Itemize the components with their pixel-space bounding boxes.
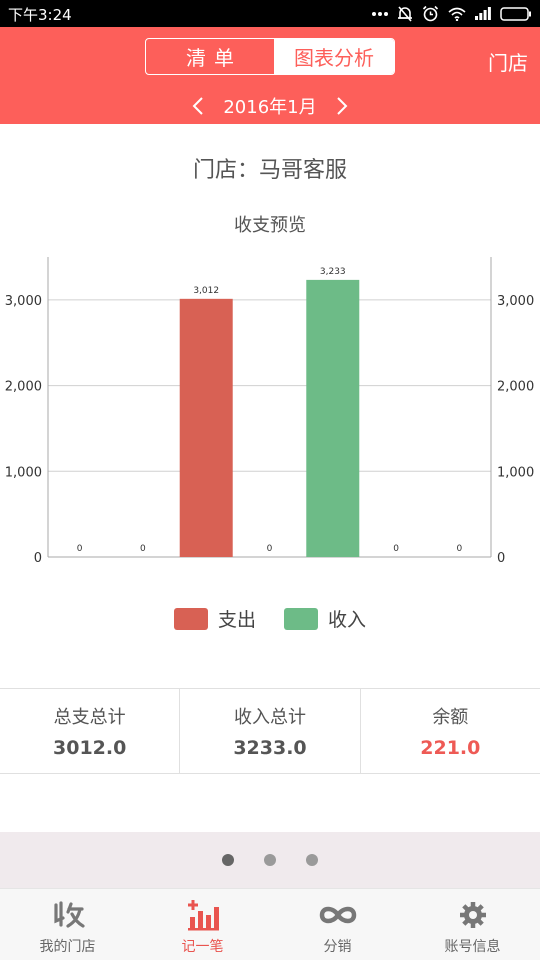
status-bar: 下午3:24 (0, 0, 540, 27)
status-icons (372, 3, 532, 24)
shou-icon (53, 901, 85, 928)
bar-value-label-7: 0 (456, 544, 462, 554)
legend-swatch-income (284, 607, 318, 630)
nav-account-info[interactable]: 账号信息 (405, 889, 540, 960)
prev-month-button[interactable] (189, 94, 207, 118)
bar-value-label-2: 0 (140, 544, 146, 554)
total-income-label: 收入总计 (233, 707, 306, 728)
bar-value-label-5: 3,233 (320, 267, 346, 277)
y-tick-label-right-3: 3,000 (497, 294, 534, 309)
status-time: 下午3:24 (8, 6, 72, 24)
balance: 余额 221.0 (359, 689, 540, 773)
y-tick-label-right-1: 1,000 (497, 465, 534, 480)
bar-value-label-4: 0 (267, 544, 273, 554)
chevron-left-icon (192, 97, 204, 115)
legend-item-income: 收入 (284, 605, 366, 632)
bar-value-label-1: 0 (77, 544, 83, 554)
y-tick-label-left-3: 3,000 (5, 294, 42, 309)
y-tick-label-right-2: 2,000 (497, 380, 534, 395)
nav-my-store[interactable]: 我的门店 (0, 889, 135, 960)
bar-value-label-3: 3,012 (193, 286, 219, 296)
legend-label-income: 收入 (328, 609, 367, 631)
gear-icon (459, 902, 486, 928)
page-indicator (0, 832, 540, 888)
view-switch: 清单 图表分析 (145, 38, 395, 75)
battery-icon (500, 6, 531, 21)
total-expense-value: 3012.0 (53, 737, 127, 759)
y-tick-label-left-1: 1,000 (5, 465, 42, 480)
bar-plus-icon (187, 900, 219, 931)
nav-my-store-label: 我的门店 (39, 939, 96, 955)
legend-item-expense: 支出 (173, 605, 256, 632)
page-dot-2[interactable] (264, 854, 276, 866)
nav-distribution[interactable]: 分销 (270, 889, 405, 960)
wifi-icon (448, 7, 466, 21)
tab-chart-analysis[interactable]: 图表分析 (274, 39, 394, 74)
totals-summary: 总支总计 3012.0 收入总计 3233.0 余额 221.0 (0, 688, 540, 774)
y-tick-label-left-2: 2,000 (5, 380, 42, 395)
nav-distribution-label: 分销 (323, 939, 352, 955)
signal-icon (475, 7, 491, 20)
total-expense-label: 总支总计 (53, 707, 126, 728)
next-month-button[interactable] (333, 94, 351, 118)
bar-value-label-6: 0 (393, 544, 399, 554)
nav-account-info-label: 账号信息 (444, 939, 501, 955)
more-dots-icon (372, 11, 388, 16)
chart-title: 收支预览 (234, 215, 306, 236)
mute-bell-icon (398, 5, 412, 22)
balance-value: 221.0 (420, 737, 481, 759)
store-button[interactable]: 门店 (488, 51, 528, 75)
nav-record[interactable]: 记一笔 (135, 889, 270, 960)
chart-legend: 支出 收入 (0, 605, 540, 632)
income-expense-chart: 0 0 1,000 1,000 2,000 2,000 3,000 3,000 0 0 3,012 0… (5, 257, 534, 566)
total-expense: 总支总计 3012.0 (0, 689, 179, 773)
page-dot-3[interactable] (306, 854, 318, 866)
bar-5 (306, 279, 360, 557)
total-income-value: 3233.0 (233, 737, 307, 759)
bar-3 (179, 298, 233, 557)
current-month: 2016年1月 (223, 97, 317, 118)
chevron-right-icon (336, 97, 348, 115)
nav-record-label: 记一笔 (181, 939, 224, 955)
y-tick-label-left-0: 0 (34, 551, 42, 566)
infinity-icon (319, 906, 356, 924)
header: 清单 图表分析 门店 2016年1月 (0, 27, 540, 124)
legend-label-expense: 支出 (217, 609, 256, 631)
bottom-nav: 我的门店 记一笔 分销 (0, 888, 540, 960)
total-income: 收入总计 3233.0 (179, 689, 359, 773)
month-navigator: 2016年1月 (0, 91, 540, 121)
y-tick-label-right-0: 0 (497, 551, 505, 566)
tab-list[interactable]: 清单 (186, 46, 242, 70)
alarm-icon (422, 5, 439, 22)
legend-swatch-expense (173, 607, 208, 630)
page-dot-1[interactable] (222, 854, 234, 866)
store-title: 门店：马哥客服 (192, 158, 347, 183)
balance-label: 余额 (432, 707, 469, 728)
